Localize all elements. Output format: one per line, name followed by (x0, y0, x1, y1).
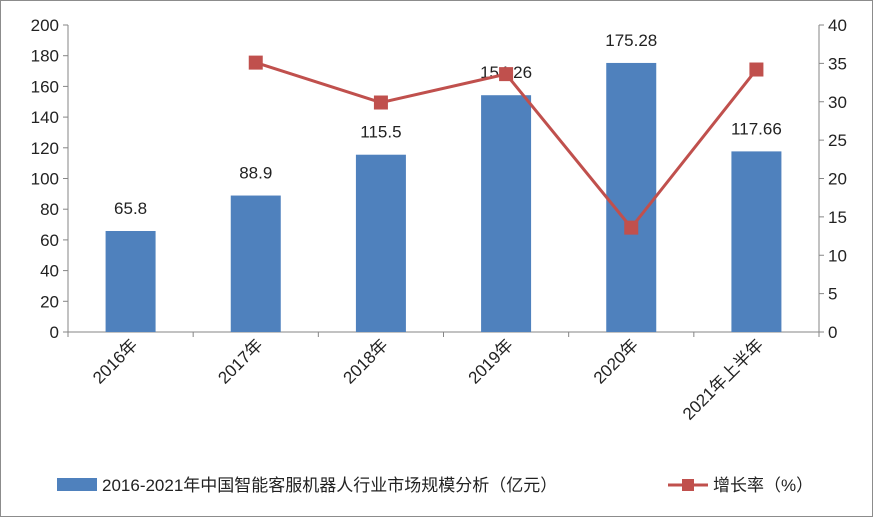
y-right-tick-label: 20 (828, 170, 847, 189)
y-right-tick-label: 5 (828, 285, 837, 304)
y-right-tick-label: 0 (828, 323, 837, 342)
y-left-tick-label: 160 (31, 77, 59, 96)
y-left-tick-label: 180 (31, 47, 59, 66)
legend-line-label: 增长率（%） (713, 476, 813, 495)
bar (731, 151, 782, 332)
legend-line-marker (682, 479, 694, 491)
y-right-tick-label: 25 (828, 131, 847, 150)
y-left-tick-label: 140 (31, 108, 59, 127)
line-marker (248, 55, 263, 70)
bar (230, 195, 281, 332)
bar-data-label: 175.28 (605, 31, 657, 50)
bar (355, 154, 406, 332)
line-marker (749, 62, 764, 77)
bar (105, 230, 156, 332)
bar-data-label: 115.5 (360, 123, 401, 142)
legend-bar-label: 2016-2021年中国智能客服机器人行业市场规模分析（亿元） (102, 476, 557, 495)
y-right-tick-label: 15 (828, 208, 847, 227)
y-right-tick-label: 10 (828, 246, 847, 265)
bar-data-label: 117.66 (731, 119, 782, 138)
x-category-label: 2021年上半年 (679, 335, 767, 423)
bar (481, 95, 532, 332)
legend: 2016-2021年中国智能客服机器人行业市场规模分析（亿元） 增长率（%） (57, 476, 813, 495)
legend-bar-swatch (57, 478, 97, 491)
bar-data-label: 88.9 (239, 164, 272, 183)
category-labels: 2016年 2017年 2018年 2019年 2020年 2021年上半年 (89, 335, 767, 423)
y-left-tick-label: 120 (31, 139, 59, 158)
y-left-tick-label: 0 (50, 323, 59, 342)
y-right-tick-label: 40 (828, 16, 847, 35)
axes: 0 20 40 60 80 100 120 140 160 180 200 0 5 10 15 20 25 30 3… (31, 16, 847, 342)
y-left-tick-label: 20 (40, 292, 59, 311)
y-right-tick-label: 30 (828, 93, 847, 112)
y-left-tick-label: 100 (31, 170, 59, 189)
bar-data-label: 65.8 (114, 199, 147, 218)
y-right-tick-label: 35 (828, 54, 847, 73)
line-marker (624, 220, 639, 235)
x-category-label: 2019年 (465, 335, 517, 387)
bar-series (105, 62, 782, 333)
bar (606, 62, 657, 333)
x-category-label: 2016年 (89, 335, 141, 387)
y-left-tick-label: 200 (31, 16, 59, 35)
x-category-label: 2018年 (340, 335, 392, 387)
x-category-label: 2020年 (590, 335, 642, 387)
y-left-tick-label: 40 (40, 262, 59, 281)
line-series (248, 55, 764, 235)
line-marker (373, 95, 388, 110)
y-left-tick-label: 60 (40, 231, 59, 250)
line-marker (499, 67, 514, 82)
y-left-tick-label: 80 (40, 200, 59, 219)
x-category-label: 2017年 (214, 335, 266, 387)
